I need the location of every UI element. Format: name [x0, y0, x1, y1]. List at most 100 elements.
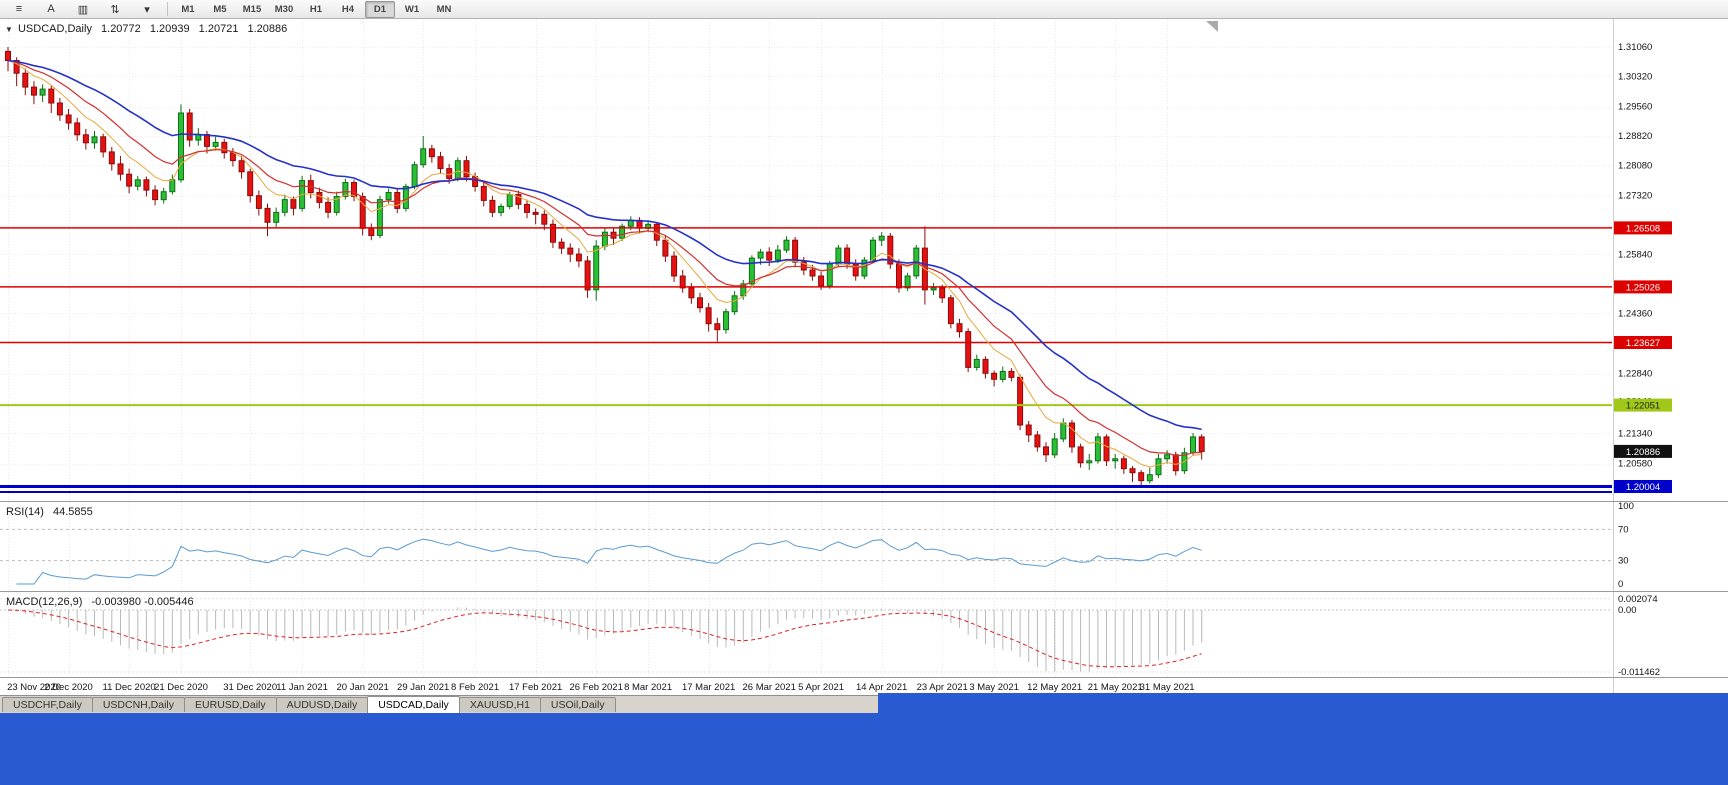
candle-body [939, 287, 946, 299]
candle-body [1155, 458, 1162, 476]
candle-body [671, 255, 678, 277]
candle-body [5, 50, 11, 62]
candle-body [783, 239, 790, 251]
candle-body [982, 358, 989, 374]
candle-body [65, 114, 72, 124]
timeframe-button-h1[interactable]: H1 [309, 3, 323, 15]
chart-window-icon[interactable]: ▥ [77, 3, 89, 16]
candle-body [800, 261, 807, 271]
svg-text:1.22840: 1.22840 [1618, 369, 1652, 380]
svg-text:31 May 2021: 31 May 2021 [1140, 682, 1195, 693]
candle-body [714, 323, 721, 331]
candle-body [290, 199, 297, 209]
candle-body [325, 201, 332, 213]
ohlc-open: 1.20772 [101, 23, 141, 35]
candle-body [991, 372, 998, 380]
svg-text:5 Apr 2021: 5 Apr 2021 [798, 682, 844, 693]
candle-body [186, 112, 193, 141]
candle-body [1094, 436, 1101, 462]
candle-body [956, 323, 963, 333]
svg-text:26 Feb 2021: 26 Feb 2021 [570, 682, 623, 693]
svg-text:23 Apr 2021: 23 Apr 2021 [917, 682, 968, 693]
candle-body [264, 207, 271, 223]
candle-body [541, 213, 548, 225]
candle-body [550, 223, 556, 243]
collapse-arrow-icon[interactable]: ▼ [5, 25, 13, 34]
timeframe-button-m15[interactable]: M15 [242, 3, 262, 15]
timeframe-button-w1[interactable]: W1 [404, 3, 420, 15]
candle-body [965, 331, 972, 368]
candle-body [1146, 474, 1153, 482]
candle-body [39, 88, 46, 96]
candle-body [247, 171, 254, 197]
price-axis[interactable]: 1.31060 1.30320 1.29560 1.28820 1.28080 1.273… [1613, 19, 1673, 695]
candle-body [1138, 472, 1145, 482]
candle-body [731, 295, 738, 313]
candle-body [567, 247, 574, 255]
candle-body [368, 227, 375, 237]
toolbar: ≡ A ▥ ⇅ ▾ M1 M5 M15 M30 H1 H4 D1 W1 MN [0, 0, 1728, 19]
tab-usdchf-daily[interactable]: USDCHF,Daily [2, 697, 93, 712]
ohlc-high: 1.20939 [149, 23, 190, 35]
moving-averages-layer [7, 59, 1202, 468]
dropdown-arrow-icon[interactable]: ▾ [144, 3, 150, 16]
candle-body [82, 134, 89, 144]
candle-body [1129, 468, 1136, 474]
timeframe-button-m1[interactable]: M1 [181, 3, 195, 15]
svg-text:0: 0 [1618, 579, 1623, 590]
candle-body [91, 136, 98, 144]
candle-body [1198, 436, 1205, 452]
shift-end-marker[interactable] [1206, 21, 1218, 32]
taskbar [0, 713, 878, 785]
candle-body [740, 283, 747, 297]
tab-usdcnh-daily[interactable]: USDCNH,Daily [91, 697, 186, 712]
candle-body [255, 195, 262, 209]
scroll-shift-icon[interactable]: ⇅ [110, 3, 120, 16]
candle-body [428, 148, 435, 158]
candle-body [662, 239, 669, 257]
timeframe-button-mn[interactable]: MN [436, 3, 452, 15]
candle-body [117, 163, 124, 175]
timeframe-button-m30[interactable]: M30 [274, 3, 294, 15]
candle-body [1051, 438, 1058, 456]
candle-body [351, 182, 357, 197]
svg-text:12 May 2021: 12 May 2021 [1027, 682, 1082, 693]
charts-list-icon[interactable]: ≡ [15, 3, 23, 15]
candle-body [1025, 424, 1032, 436]
candle-body [394, 192, 401, 209]
candle-body [1164, 454, 1171, 460]
hline-price-badge [1614, 398, 1672, 412]
svg-text:1.30320: 1.30320 [1618, 71, 1652, 82]
svg-text:8 Feb 2021: 8 Feb 2021 [451, 682, 499, 693]
pane-separators[interactable] [0, 501, 1728, 678]
ma-13-line [7, 59, 1202, 457]
tab-usoil-daily[interactable]: USOil,Daily [539, 697, 616, 712]
macd-header: MACD(12,26,9) -0.003980 -0.005446 [6, 596, 200, 608]
svg-text:11 Jan 2021: 11 Jan 2021 [276, 682, 328, 693]
candle-body [126, 173, 133, 187]
candle-body [463, 160, 470, 178]
candle-body [835, 247, 842, 265]
timeframe-button-h4[interactable]: H4 [341, 3, 355, 15]
text-annotation-icon[interactable]: A [47, 3, 55, 15]
rsi-line [16, 538, 1202, 585]
tab-audusd-daily[interactable]: AUDUSD,Daily [275, 697, 369, 712]
tab-usdcad-daily[interactable]: USDCAD,Daily [367, 696, 460, 713]
svg-text:2 Dec 2020: 2 Dec 2020 [44, 682, 93, 693]
timeframe-button-d1[interactable]: D1 [365, 0, 395, 18]
hline-price-badge [1614, 480, 1672, 493]
hline-price-badge [1614, 280, 1672, 294]
tab-eurusd-daily[interactable]: EURUSD,Daily [184, 697, 277, 712]
hline-price-badge [1614, 221, 1672, 235]
svg-text:-0.011462: -0.011462 [1618, 667, 1660, 678]
candle-body [1112, 458, 1119, 462]
timeframe-button-m5[interactable]: M5 [213, 3, 227, 15]
symbol-period-label: USDCAD,Daily [17, 23, 92, 35]
tab-xauusd-h1[interactable]: XAUUSD,H1 [458, 697, 541, 712]
candle-body [204, 134, 210, 147]
candle-body [1017, 376, 1024, 426]
horizontal-lines-layer[interactable] [0, 227, 1612, 493]
